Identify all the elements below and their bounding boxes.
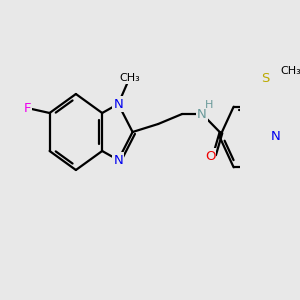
Text: CH₃: CH₃ (119, 73, 140, 83)
Text: S: S (261, 72, 270, 85)
Text: N: N (113, 98, 123, 110)
Text: N: N (271, 130, 281, 143)
Text: N: N (197, 107, 207, 121)
Text: O: O (205, 149, 215, 163)
Text: CH₃: CH₃ (281, 66, 300, 76)
Text: N: N (113, 154, 123, 166)
Text: F: F (23, 101, 31, 115)
Text: H: H (205, 100, 214, 110)
